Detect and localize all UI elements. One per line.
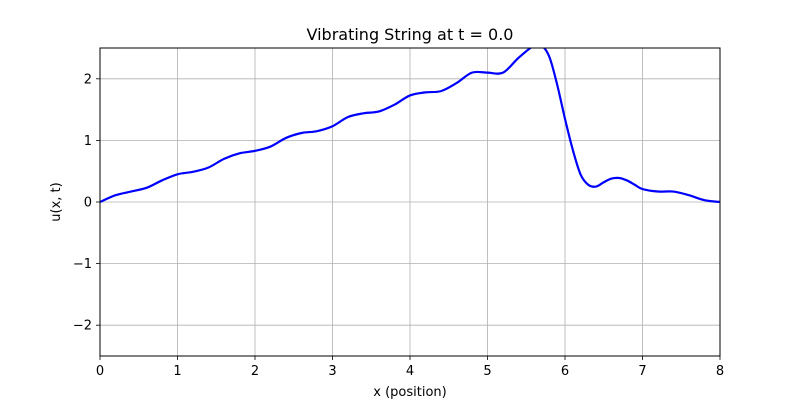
x-tick-label: 2	[251, 364, 259, 379]
chart-title: Vibrating String at t = 0.0	[307, 25, 514, 44]
x-tick-label: 5	[483, 364, 491, 379]
x-axis-label: x (position)	[373, 385, 446, 400]
y-tick-label: −1	[73, 257, 92, 272]
x-tick-label: 6	[561, 364, 569, 379]
y-axis-label: u(x, t)	[49, 182, 64, 221]
x-tick-label: 7	[638, 364, 646, 379]
y-tick-label: 2	[84, 72, 92, 87]
y-tick-label: −2	[73, 319, 92, 334]
y-tick-label: 1	[84, 134, 92, 149]
x-tick-label: 1	[173, 364, 181, 379]
series-line-0	[100, 48, 720, 204]
y-tick-label: 0	[84, 196, 92, 211]
x-tick-label: 8	[716, 364, 724, 379]
x-tick-label: 3	[328, 364, 336, 379]
grid	[99, 48, 721, 356]
plot-area	[100, 48, 720, 204]
x-tick-label: 4	[406, 364, 414, 379]
y-axis: −2 −1 0 1 2	[73, 72, 100, 334]
x-tick-label: 0	[96, 364, 104, 379]
x-axis: 0 1 2 3 4 5 6 7 8	[96, 356, 724, 379]
